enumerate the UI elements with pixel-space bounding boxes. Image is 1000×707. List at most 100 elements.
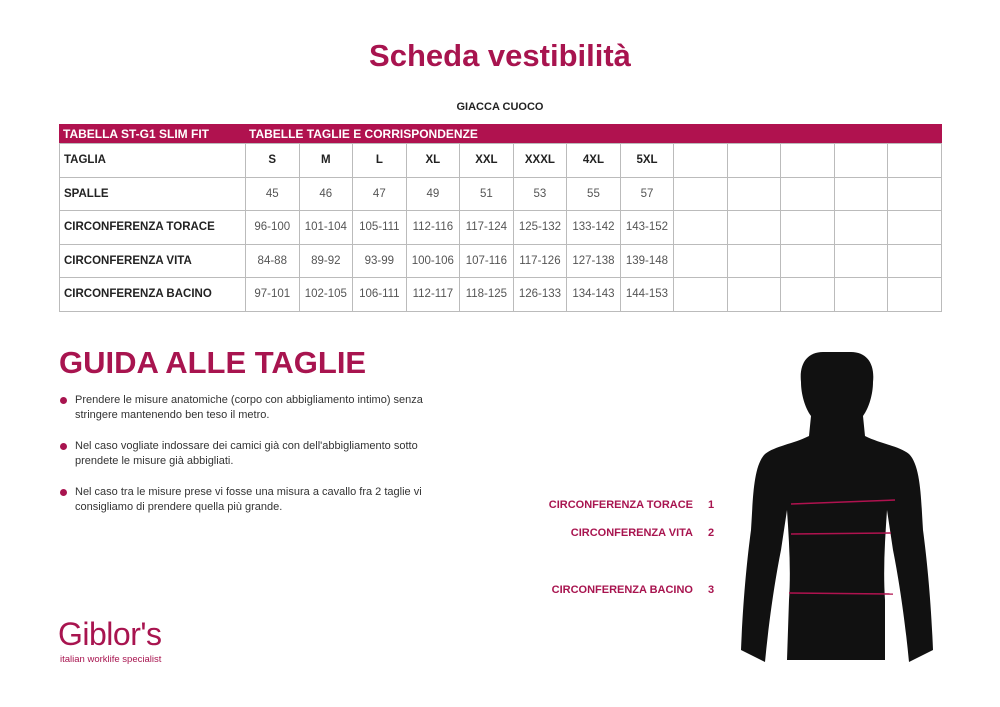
page-title: Scheda vestibilità: [369, 38, 631, 73]
table-cell: 84-88: [245, 243, 300, 278]
table-row: CIRCONFERENZA TORACE 96-100 101-104 105-111…: [59, 210, 942, 245]
table-cell: 96-100: [245, 210, 300, 245]
size-header-cell: XXXL: [512, 143, 568, 178]
table-cell: 112-116: [405, 210, 461, 245]
table-row: CIRCONFERENZA BACINO 97-101 102-105 106-111…: [59, 277, 942, 312]
empty-cell: [726, 210, 782, 245]
empty-cell: [726, 176, 782, 211]
table-cell: 105-111: [352, 210, 407, 245]
table-cell: 102-105: [298, 277, 354, 312]
logo-tagline: italian worklife specialist: [60, 654, 162, 665]
list-item: Nel caso tra le misure prese vi fosse un…: [59, 485, 459, 515]
empty-cell: [833, 176, 889, 211]
empty-cell: [887, 210, 942, 245]
table-cell: 89-92: [298, 243, 354, 278]
guide-list: Prendere le misure anatomiche (corpo con…: [59, 393, 459, 531]
empty-cell: [833, 210, 889, 245]
table-cell: 126-133: [512, 277, 568, 312]
empty-cell: [780, 277, 835, 312]
size-header-cell: 4XL: [566, 143, 621, 178]
table-row: CIRCONFERENZA VITA 84-88 89-92 93-99 100-106…: [59, 243, 942, 278]
empty-cell: [780, 210, 835, 245]
measure-label-waist: CIRCONFERENZA VITA: [570, 527, 693, 539]
table-cell: 118-125: [459, 277, 514, 312]
empty-cell: [673, 143, 728, 178]
bullet-icon: [60, 443, 67, 450]
logo: Giblor's: [58, 616, 162, 652]
table-cell: 143-152: [619, 210, 675, 245]
empty-cell: [887, 143, 942, 178]
table-cell: 53: [512, 176, 568, 211]
table-cell: 45: [245, 176, 300, 211]
body-silhouette: [741, 352, 933, 662]
row-label: CIRCONFERENZA BACINO: [59, 277, 246, 312]
table-cell: 106-111: [352, 277, 407, 312]
empty-cell: [726, 277, 782, 312]
row-label: CIRCONFERENZA VITA: [59, 243, 246, 278]
table-cell: 100-106: [405, 243, 461, 278]
table-cell: 57: [619, 176, 675, 211]
empty-cell: [887, 277, 942, 312]
measure-num-waist: 2: [708, 527, 715, 539]
measure-num-chest: 1: [708, 499, 715, 511]
table-row: TAGLIA S M L XL XXL XXXL 4XL 5XL: [59, 143, 942, 178]
row-label: CIRCONFERENZA TORACE: [59, 210, 246, 245]
size-header-cell: 5XL: [619, 143, 675, 178]
measure-num-hips: 3: [708, 584, 715, 596]
empty-cell: [673, 210, 728, 245]
empty-cell: [887, 243, 942, 278]
table-cell: 127-138: [566, 243, 621, 278]
empty-cell: [833, 243, 889, 278]
table-cell: 125-132: [512, 210, 568, 245]
table-header-band: TABELLA ST-G1 SLIM FIT TABELLE TAGLIE E …: [59, 124, 942, 143]
empty-cell: [673, 243, 728, 278]
table-cell: 55: [566, 176, 621, 211]
table-cell: 47: [352, 176, 407, 211]
empty-cell: [673, 176, 728, 211]
table-cell: 112-117: [405, 277, 461, 312]
empty-cell: [833, 143, 889, 178]
empty-cell: [833, 277, 889, 312]
list-item: Prendere le misure anatomiche (corpo con…: [59, 393, 459, 423]
table-cell: 117-124: [459, 210, 514, 245]
table-row: SPALLE 45 46 47 49 51 53 55 57: [59, 176, 942, 211]
measure-label-hips: CIRCONFERENZA BACINO: [551, 584, 693, 596]
empty-cell: [780, 176, 835, 211]
table-cell: 93-99: [352, 243, 407, 278]
table-cell: 97-101: [245, 277, 300, 312]
chest-line: [790, 499, 896, 505]
size-header-cell: XL: [405, 143, 461, 178]
list-item: Nel caso vogliate indossare dei camici g…: [59, 439, 459, 469]
size-table: TAGLIA S M L XL XXL XXXL 4XL 5XL SPALLE 45 46 47 49 51…: [59, 143, 942, 312]
bullet-icon: [60, 489, 67, 496]
size-header-cell: M: [298, 143, 354, 178]
table-cell: 51: [459, 176, 514, 211]
table-cell: 134-143: [566, 277, 621, 312]
table-cell: 133-142: [566, 210, 621, 245]
empty-cell: [887, 176, 942, 211]
empty-cell: [673, 277, 728, 312]
size-header-cell: L: [352, 143, 407, 178]
bullet-icon: [60, 397, 67, 404]
table-name: TABELLA ST-G1 SLIM FIT: [63, 127, 209, 141]
table-cell: 49: [405, 176, 461, 211]
table-cell: 46: [298, 176, 354, 211]
table-cell: 107-116: [459, 243, 514, 278]
empty-cell: [726, 243, 782, 278]
table-cell: 117-126: [512, 243, 568, 278]
hip-line: [788, 592, 894, 595]
table-cell: 101-104: [298, 210, 354, 245]
waist-line: [790, 532, 892, 535]
table-description: TABELLE TAGLIE E CORRISPONDENZE: [249, 127, 478, 141]
measure-label-chest: CIRCONFERENZA TORACE: [548, 499, 693, 511]
size-header-cell: XXL: [459, 143, 514, 178]
empty-cell: [726, 143, 782, 178]
table-cell: 139-148: [619, 243, 675, 278]
guide-title: GUIDA ALLE TAGLIE: [59, 345, 367, 380]
row-label: TAGLIA: [59, 143, 246, 178]
empty-cell: [780, 143, 835, 178]
table-cell: 144-153: [619, 277, 675, 312]
row-label: SPALLE: [59, 176, 246, 211]
empty-cell: [780, 243, 835, 278]
